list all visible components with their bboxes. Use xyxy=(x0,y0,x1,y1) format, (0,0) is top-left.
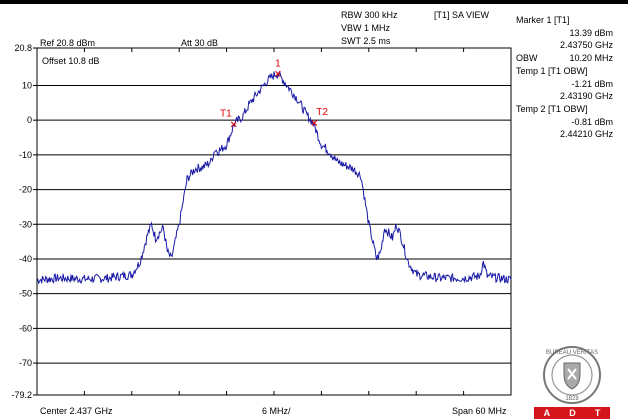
y-tick-label: -60 xyxy=(19,323,32,333)
center-frequency: Center 2.437 GHz xyxy=(40,406,113,416)
adt-letter-t: T xyxy=(594,408,601,418)
adt-letter-d: D xyxy=(569,408,576,418)
vbw-setting: VBW 1 MHz xyxy=(341,23,391,33)
obw-value: 10.20 MHz xyxy=(569,53,613,63)
span-setting: Span 60 MHz xyxy=(452,406,507,416)
seal-year: 1828 xyxy=(565,396,579,402)
marker-1-label: 1 xyxy=(275,59,281,70)
marker-t2-point xyxy=(311,120,318,126)
marker1-title: Marker 1 [T1] xyxy=(516,15,570,25)
marker1-frequency: 2.43750 GHz xyxy=(559,40,613,50)
temp2-frequency: 2.44210 GHz xyxy=(559,129,613,139)
frequency-per-division: 6 MHz/ xyxy=(262,406,291,416)
y-tick-label: -50 xyxy=(19,289,32,299)
marker1-level: 13.39 dBm xyxy=(569,28,613,38)
y-tick-label: -30 xyxy=(19,219,32,229)
y-tick-label: 10 xyxy=(22,80,32,90)
y-tick-label: -70 xyxy=(19,358,32,368)
marker-t1-point xyxy=(230,121,237,128)
obw-label: OBW xyxy=(516,53,538,63)
plot-frame xyxy=(36,47,512,396)
rbw-setting: RBW 300 kHz xyxy=(341,10,398,20)
spectrum-trace xyxy=(36,71,512,285)
marker-1-point xyxy=(275,70,281,77)
reference-level: Ref 20.8 dBm xyxy=(40,38,96,48)
y-tick-label: -10 xyxy=(19,150,32,160)
y-tick-label: -20 xyxy=(19,185,32,195)
temp2-level: -0.81 dBm xyxy=(571,117,613,127)
temp1-level: -1.21 dBm xyxy=(571,79,613,89)
top-border xyxy=(0,0,628,4)
sweep-time-setting: SWT 2.5 ms xyxy=(341,36,391,46)
trace-mode-label: [T1] SA VIEW xyxy=(434,10,490,20)
adt-logo-bar: A D T xyxy=(534,407,610,419)
y-tick-label: 20.8 xyxy=(14,43,32,53)
temp1-title: Temp 1 [T1 OBW] xyxy=(516,66,588,76)
seal-text: BUREAU VERITAS xyxy=(546,350,598,356)
marker-t1-label: T1 xyxy=(220,108,232,119)
y-tick-label: 0 xyxy=(27,115,32,125)
y-tick-label: -40 xyxy=(19,254,32,264)
marker-t2-label: T2 xyxy=(316,107,328,118)
y-tick-label: -79.2 xyxy=(11,390,32,400)
adt-letter-a: A xyxy=(543,408,551,418)
temp2-title: Temp 2 [T1 OBW] xyxy=(516,104,588,114)
offset-label: Offset 10.8 dB xyxy=(42,56,100,66)
attenuation-setting: Att 30 dB xyxy=(181,38,219,48)
temp1-frequency: 2.43190 GHz xyxy=(559,91,613,101)
bureau-veritas-seal: BUREAU VERITAS 1828 xyxy=(543,346,601,404)
